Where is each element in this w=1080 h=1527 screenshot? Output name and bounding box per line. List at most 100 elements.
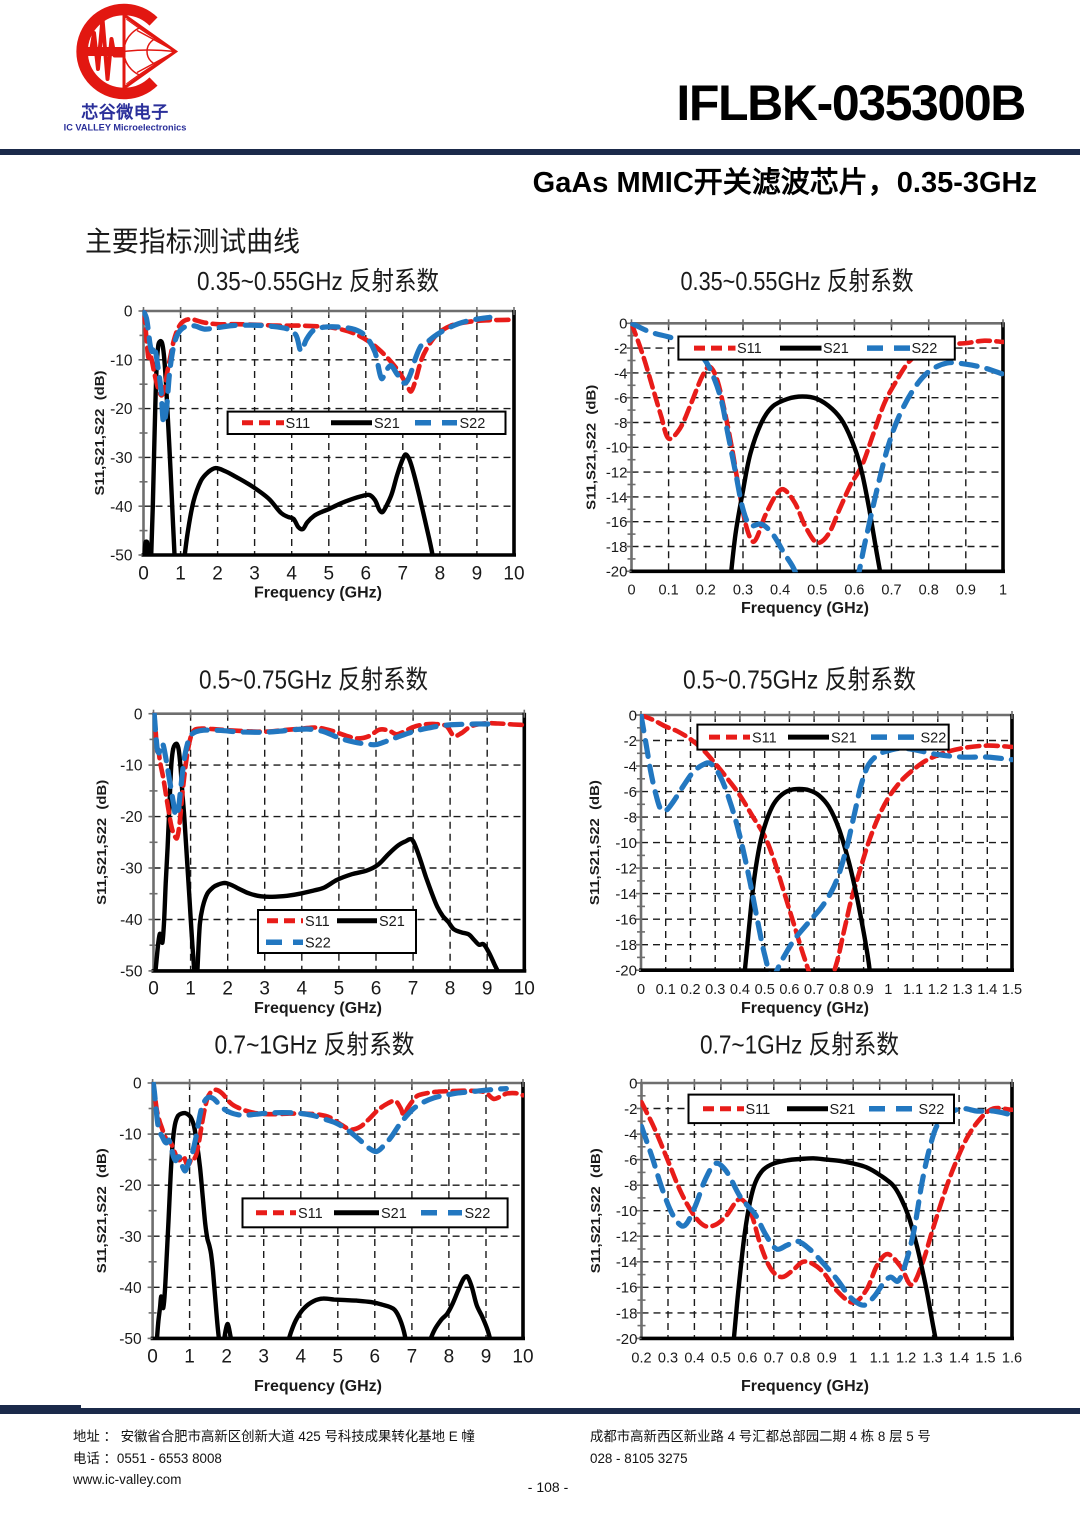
svg-text:5: 5 xyxy=(333,1347,344,1368)
svg-text:1: 1 xyxy=(849,1351,857,1367)
svg-text:-16: -16 xyxy=(615,912,637,929)
svg-text:0.2: 0.2 xyxy=(696,583,716,599)
svg-text:S11,S21,S22 (dB): S11,S21,S22 (dB) xyxy=(92,371,107,496)
svg-text:0: 0 xyxy=(627,583,635,599)
svg-text:1.6: 1.6 xyxy=(1002,1351,1022,1367)
svg-text:0.4: 0.4 xyxy=(770,583,790,599)
svg-text:1: 1 xyxy=(999,583,1007,599)
svg-text:S21: S21 xyxy=(831,730,857,746)
svg-text:-40: -40 xyxy=(119,1280,142,1297)
svg-text:-18: -18 xyxy=(616,1305,638,1322)
svg-text:Frequency (GHz): Frequency (GHz) xyxy=(254,585,382,602)
svg-text:2: 2 xyxy=(222,979,233,1000)
svg-text:0.9: 0.9 xyxy=(854,982,874,998)
svg-text:2: 2 xyxy=(221,1347,232,1368)
svg-text:3: 3 xyxy=(258,1347,269,1368)
svg-text:-18: -18 xyxy=(615,937,637,954)
svg-text:-12: -12 xyxy=(606,465,628,482)
svg-text:0.7~1GHz 反射系数: 0.7~1GHz 反射系数 xyxy=(215,1030,415,1060)
svg-text:S11,S21,S22 (dB): S11,S21,S22 (dB) xyxy=(94,780,109,905)
svg-text:1.3: 1.3 xyxy=(952,982,972,998)
svg-text:0.1: 0.1 xyxy=(656,982,676,998)
svg-text:1.4: 1.4 xyxy=(949,1351,969,1367)
svg-text:0.7: 0.7 xyxy=(804,982,824,998)
svg-text:Frequency (GHz): Frequency (GHz) xyxy=(741,1000,869,1017)
svg-text:-8: -8 xyxy=(614,415,627,432)
svg-text:0.4: 0.4 xyxy=(730,982,750,998)
svg-text:0: 0 xyxy=(124,304,133,321)
svg-text:1: 1 xyxy=(175,564,186,585)
svg-text:8: 8 xyxy=(435,564,446,585)
svg-text:0.9: 0.9 xyxy=(956,583,976,599)
svg-text:0: 0 xyxy=(133,1076,142,1093)
svg-text:-10: -10 xyxy=(120,758,143,775)
svg-text:-30: -30 xyxy=(110,450,133,467)
svg-text:S11,S21,S22 (dB): S11,S21,S22 (dB) xyxy=(94,1148,109,1273)
svg-text:0: 0 xyxy=(148,979,159,1000)
svg-text:-40: -40 xyxy=(120,912,143,929)
svg-text:8: 8 xyxy=(445,979,456,1000)
svg-text:-14: -14 xyxy=(606,489,628,506)
svg-text:-16: -16 xyxy=(606,514,628,531)
svg-text:1: 1 xyxy=(184,1347,195,1368)
svg-text:S11: S11 xyxy=(737,341,762,357)
svg-text:5: 5 xyxy=(334,979,345,1000)
svg-text:1.2: 1.2 xyxy=(928,982,948,998)
svg-text:0.4: 0.4 xyxy=(684,1351,704,1367)
svg-text:-6: -6 xyxy=(624,784,637,801)
svg-text:8: 8 xyxy=(444,1347,455,1368)
svg-text:4: 4 xyxy=(297,979,308,1000)
svg-text:-20: -20 xyxy=(616,1331,638,1348)
svg-text:-40: -40 xyxy=(110,499,133,516)
svg-text:0.9: 0.9 xyxy=(817,1351,837,1367)
svg-text:S11: S11 xyxy=(752,730,777,746)
svg-text:-2: -2 xyxy=(624,1101,637,1118)
svg-text:-6: -6 xyxy=(624,1152,637,1169)
svg-text:-16: -16 xyxy=(616,1280,638,1297)
svg-text:4: 4 xyxy=(286,564,297,585)
svg-text:1.4: 1.4 xyxy=(977,982,997,998)
svg-text:5: 5 xyxy=(324,564,335,585)
svg-text:0.8: 0.8 xyxy=(790,1351,810,1367)
svg-text:0.3: 0.3 xyxy=(705,982,725,998)
svg-text:-20: -20 xyxy=(119,1178,142,1195)
svg-text:9: 9 xyxy=(481,1347,492,1368)
svg-text:1.1: 1.1 xyxy=(870,1351,890,1367)
svg-text:S11: S11 xyxy=(286,416,311,432)
svg-text:0.8: 0.8 xyxy=(919,583,939,599)
svg-text:0: 0 xyxy=(134,706,143,723)
svg-text:-50: -50 xyxy=(120,964,143,981)
svg-text:S11: S11 xyxy=(298,1206,323,1222)
svg-text:S21: S21 xyxy=(823,341,849,357)
svg-text:Frequency (GHz): Frequency (GHz) xyxy=(741,1378,869,1395)
svg-text:1.3: 1.3 xyxy=(923,1351,943,1367)
svg-text:0.5~0.75GHz 反射系数: 0.5~0.75GHz 反射系数 xyxy=(199,665,428,695)
svg-text:-10: -10 xyxy=(606,440,628,457)
svg-text:7: 7 xyxy=(398,564,409,585)
svg-text:6: 6 xyxy=(361,564,372,585)
svg-text:0: 0 xyxy=(637,982,645,998)
svg-text:0.2: 0.2 xyxy=(631,1351,651,1367)
svg-text:-10: -10 xyxy=(615,835,637,852)
svg-text:S21: S21 xyxy=(381,1206,407,1222)
svg-text:0.35~0.55GHz 反射系数: 0.35~0.55GHz 反射系数 xyxy=(197,266,439,296)
svg-text:芯谷微电子: 芯谷微电子 xyxy=(81,102,169,122)
svg-text:-14: -14 xyxy=(615,886,637,903)
svg-text:1.1: 1.1 xyxy=(903,982,923,998)
svg-text:0.7: 0.7 xyxy=(764,1351,784,1367)
svg-text:0.7~1GHz 反射系数: 0.7~1GHz 反射系数 xyxy=(700,1030,899,1060)
svg-text:0: 0 xyxy=(629,1075,637,1092)
svg-text:0.5: 0.5 xyxy=(807,583,827,599)
svg-text:0.3: 0.3 xyxy=(658,1351,678,1367)
svg-text:S11,S21,S22 (dB): S11,S21,S22 (dB) xyxy=(588,1148,603,1273)
svg-text:-20: -20 xyxy=(110,401,133,418)
svg-text:0.5~0.75GHz 反射系数: 0.5~0.75GHz 反射系数 xyxy=(683,665,916,695)
svg-text:S11,S21,S22 (dB): S11,S21,S22 (dB) xyxy=(584,385,599,510)
svg-text:0.5: 0.5 xyxy=(711,1351,731,1367)
svg-text:0.1: 0.1 xyxy=(659,583,679,599)
svg-text:-20: -20 xyxy=(615,963,637,980)
svg-text:-4: -4 xyxy=(614,365,627,382)
svg-text:7: 7 xyxy=(407,1347,418,1368)
svg-text:0.6: 0.6 xyxy=(844,583,864,599)
svg-text:0: 0 xyxy=(629,707,637,724)
